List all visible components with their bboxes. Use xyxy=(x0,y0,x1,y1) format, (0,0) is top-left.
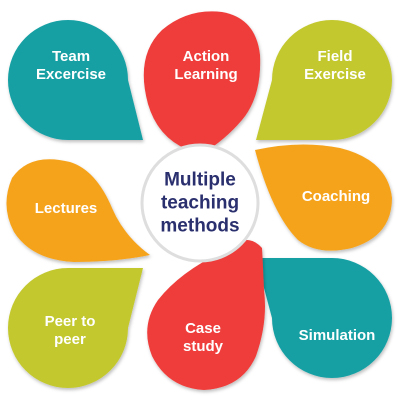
label-case-study: Case study xyxy=(182,320,224,355)
label-simulation: Simulation xyxy=(298,327,376,344)
petal-case-study xyxy=(147,239,265,390)
petal-coaching xyxy=(255,144,392,251)
label-field-exercise: Field Exercise xyxy=(304,48,366,83)
label-action-learning: Action Learning xyxy=(174,48,238,83)
label-team-excercise: Team Excercise xyxy=(35,48,107,83)
center-title: Multiple teaching methods xyxy=(160,169,240,237)
label-lectures: Lectures xyxy=(34,200,98,217)
center-circle xyxy=(140,143,260,263)
label-peer-to-peer: Peer to peer xyxy=(44,313,96,348)
petal-action-learning xyxy=(143,11,261,155)
label-coaching: Coaching xyxy=(301,188,371,205)
petal-lectures xyxy=(6,159,151,262)
petal-peer-to-peer xyxy=(8,268,143,388)
petal-simulation xyxy=(256,258,392,378)
petal-field-exercise xyxy=(256,20,392,140)
petal-team-excercise xyxy=(8,20,143,140)
